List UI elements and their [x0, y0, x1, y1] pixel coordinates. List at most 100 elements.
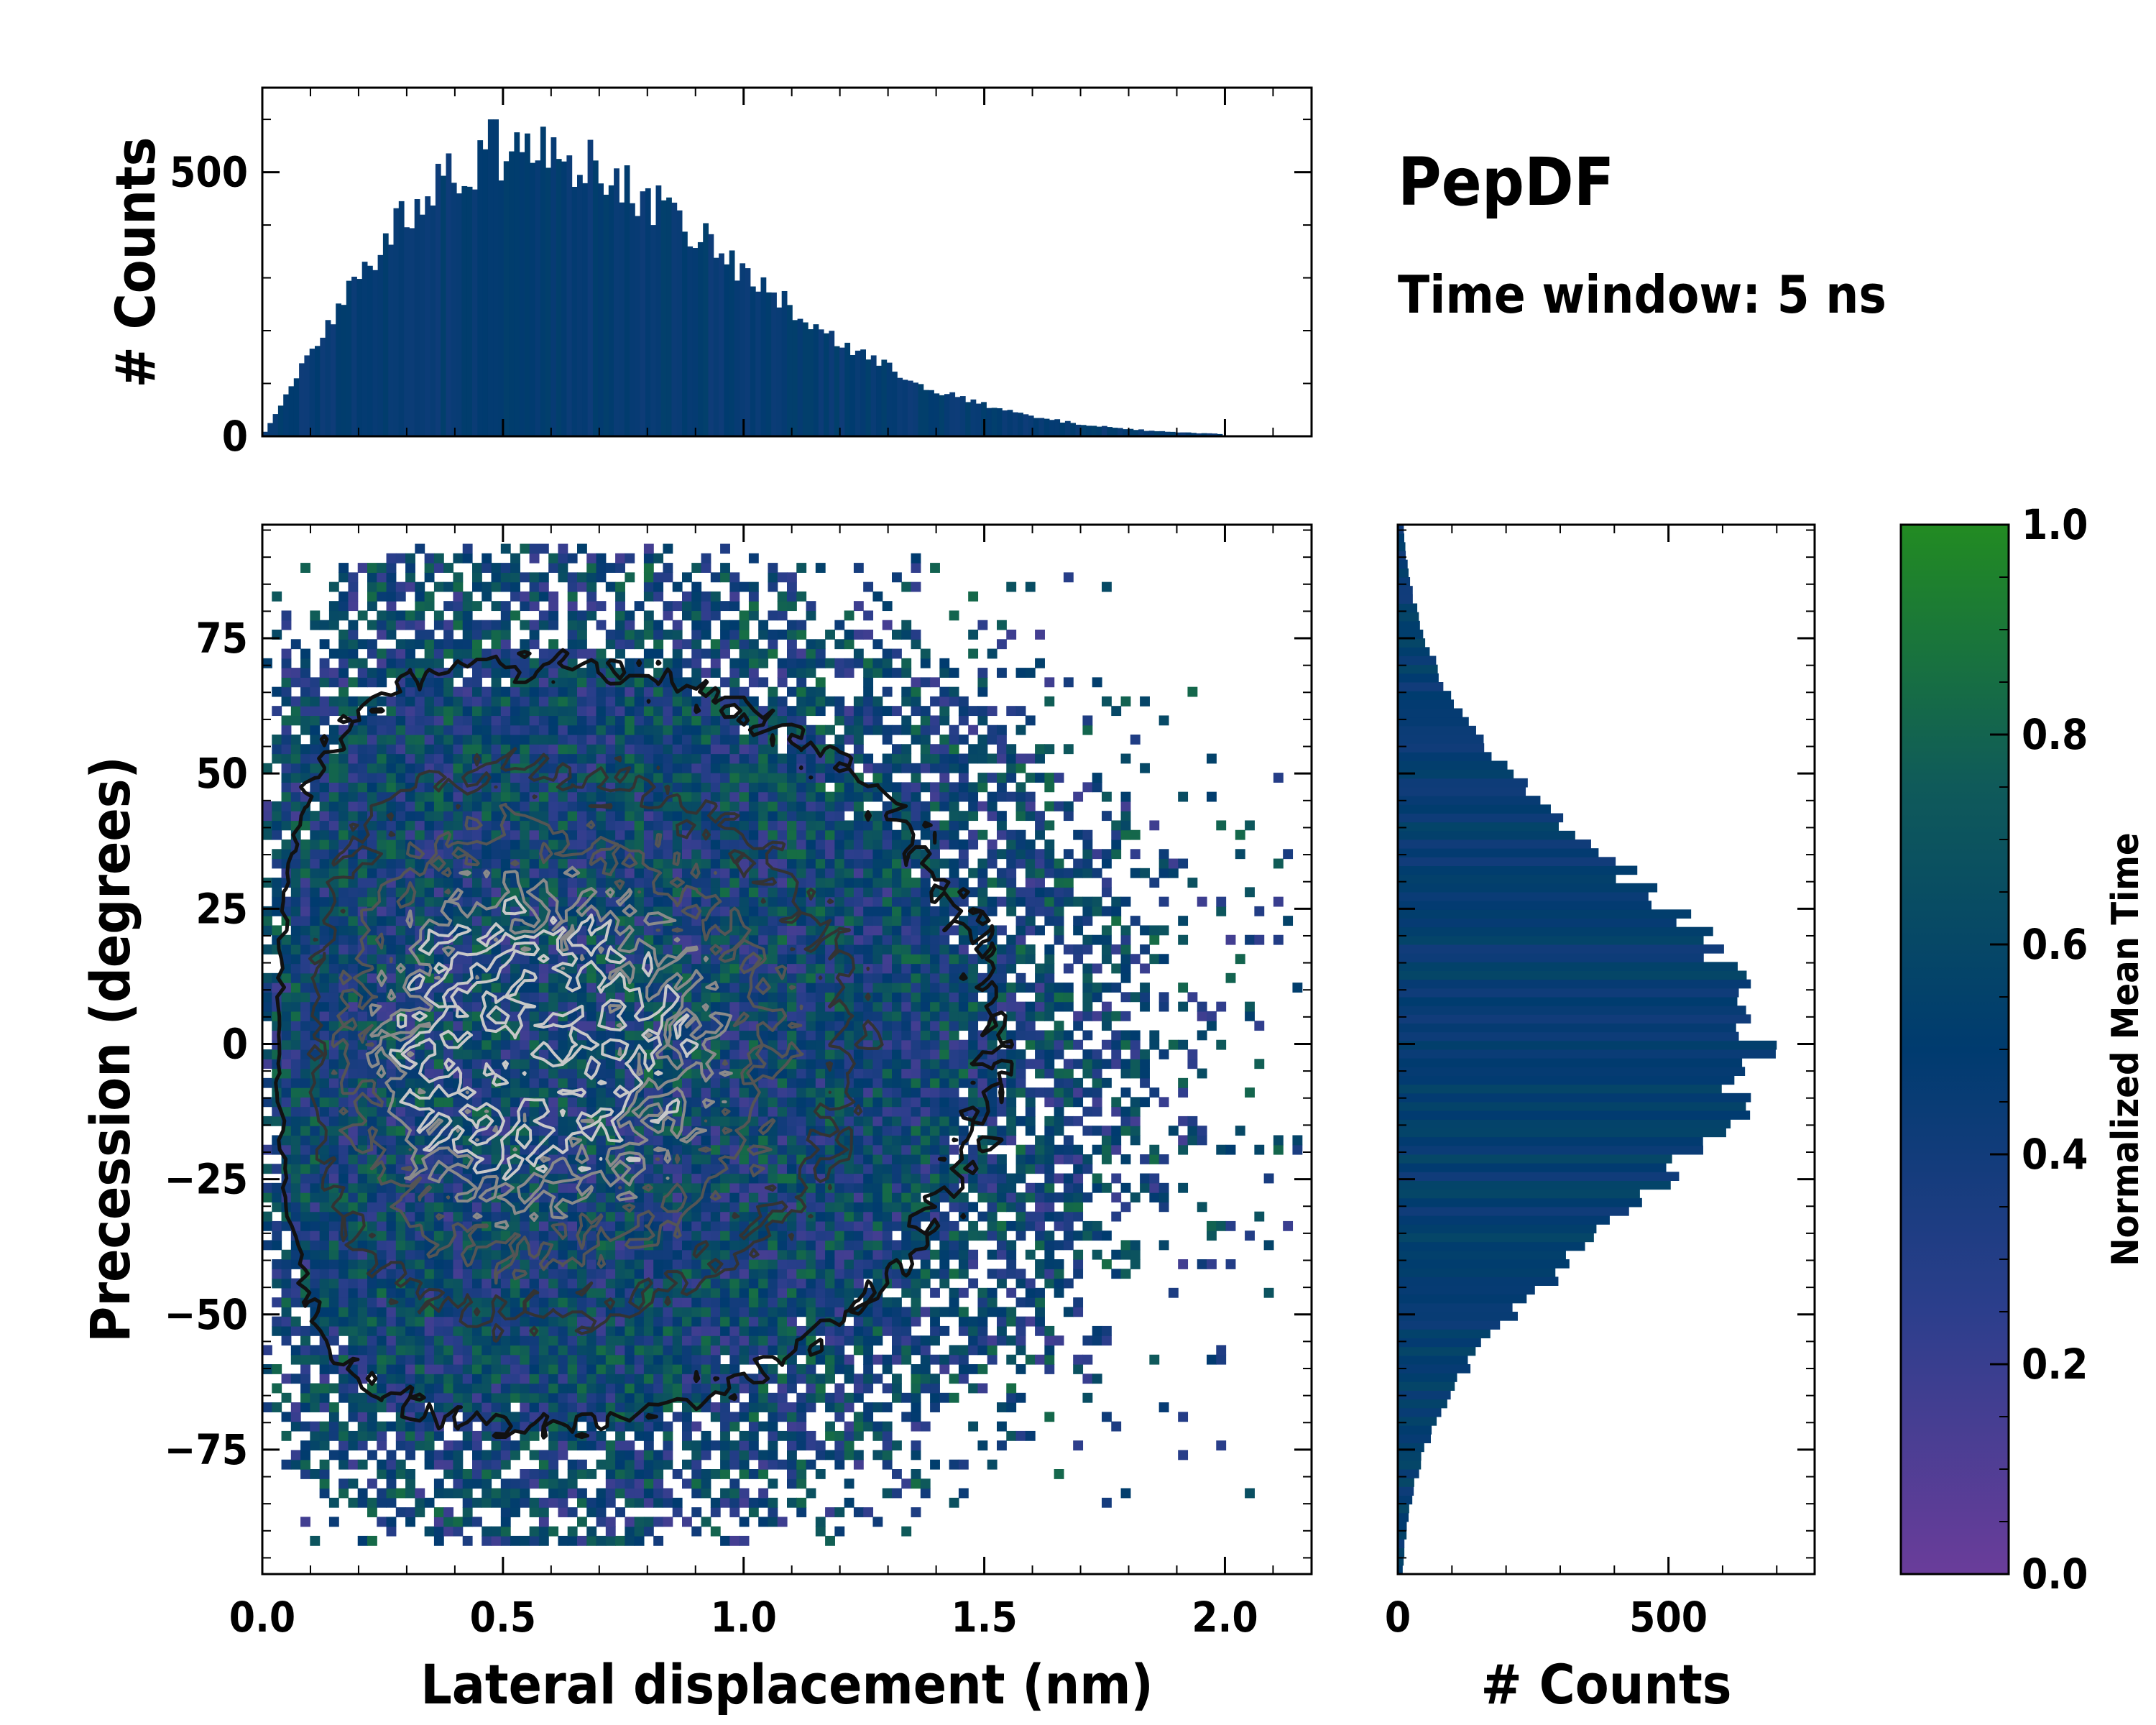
- top-histogram-bar: [530, 162, 536, 437]
- heatmap-cell: [787, 1469, 797, 1479]
- heatmap-cell: [739, 1307, 750, 1317]
- heatmap-cell: [328, 1211, 339, 1222]
- heatmap-cell: [1044, 1325, 1055, 1336]
- heatmap-cell: [911, 1469, 921, 1479]
- heatmap-cell: [625, 1325, 635, 1336]
- heatmap-cell: [1082, 1335, 1093, 1346]
- heatmap-cell: [367, 1325, 377, 1336]
- heatmap-cell: [615, 1097, 625, 1108]
- heatmap-cell: [338, 1269, 349, 1279]
- heatmap-cell: [367, 972, 377, 983]
- heatmap-cell: [538, 1325, 549, 1336]
- heatmap-cell: [691, 1182, 702, 1193]
- heatmap-cell: [1158, 1202, 1169, 1213]
- heatmap-cell: [357, 1335, 368, 1346]
- heatmap-cell: [863, 1230, 874, 1241]
- heatmap-cell: [281, 1021, 292, 1031]
- heatmap-cell: [787, 1087, 797, 1098]
- heatmap-cell: [1015, 1278, 1026, 1289]
- heatmap-cell: [538, 1345, 549, 1356]
- heatmap-cell: [357, 1249, 368, 1260]
- heatmap-cell: [510, 1497, 520, 1508]
- heatmap-cell: [310, 1345, 321, 1356]
- heatmap-cell: [748, 1335, 759, 1346]
- heatmap-cell: [1102, 1039, 1112, 1050]
- heatmap-cell: [567, 1469, 578, 1479]
- heatmap-cell: [300, 1192, 310, 1202]
- heatmap-cell: [863, 1164, 874, 1174]
- heatmap-cell: [634, 1383, 645, 1394]
- heatmap-cell: [1235, 954, 1245, 965]
- heatmap-cell: [548, 1440, 559, 1451]
- heatmap-cell: [739, 1154, 750, 1164]
- heatmap-cell: [634, 1259, 645, 1269]
- heatmap-cell: [844, 1440, 854, 1451]
- heatmap-cell: [453, 1049, 464, 1059]
- heatmap-cell: [1015, 1001, 1026, 1012]
- heatmap-cell: [1054, 1106, 1064, 1117]
- heatmap-cell: [825, 1135, 835, 1146]
- heatmap-cell: [806, 1459, 816, 1470]
- heatmap-cell: [567, 1230, 578, 1241]
- heatmap-cell: [558, 1478, 568, 1489]
- heatmap-cell: [272, 1192, 282, 1202]
- heatmap-cell: [386, 1144, 397, 1155]
- heatmap-cell: [901, 1173, 912, 1184]
- heatmap-cell: [710, 1126, 721, 1136]
- heatmap-cell: [806, 1106, 816, 1117]
- heatmap-cell: [482, 1278, 492, 1289]
- heatmap-cell: [300, 1154, 310, 1164]
- heatmap-cell: [853, 1249, 864, 1260]
- heatmap-cell: [319, 1211, 330, 1222]
- heatmap-cell: [491, 1469, 502, 1479]
- heatmap-cell: [272, 1220, 282, 1231]
- heatmap-cell: [748, 1392, 759, 1403]
- heatmap-cell: [634, 1202, 645, 1213]
- heatmap-cell: [682, 1374, 692, 1384]
- top-histogram-bar: [975, 403, 982, 436]
- heatmap-cell: [634, 1325, 645, 1336]
- heatmap-cell: [796, 972, 807, 983]
- heatmap-cell: [1178, 1259, 1189, 1269]
- heatmap-cell: [796, 1412, 807, 1422]
- heatmap-cell: [433, 1364, 444, 1374]
- heatmap-cell: [482, 1077, 492, 1088]
- top-histogram-bar: [1091, 426, 1097, 436]
- heatmap-cell: [500, 1230, 511, 1241]
- heatmap-cell: [815, 1077, 826, 1088]
- top-histogram-bar: [304, 355, 310, 436]
- heatmap-cell: [1111, 1211, 1122, 1222]
- heatmap-cell: [892, 934, 902, 945]
- heatmap-cell: [958, 1325, 969, 1336]
- heatmap-cell: [643, 1392, 654, 1403]
- heatmap-cell: [634, 1497, 645, 1508]
- heatmap-cell: [653, 1126, 664, 1136]
- heatmap-cell: [758, 1077, 769, 1088]
- heatmap-cell: [958, 1230, 969, 1241]
- heatmap-cell: [520, 1287, 530, 1298]
- heatmap-cell: [710, 1001, 721, 1012]
- heatmap-cell: [997, 944, 1007, 954]
- heatmap-cell: [1102, 944, 1112, 954]
- heatmap-cell: [1092, 1106, 1102, 1117]
- heatmap-cell: [920, 1164, 931, 1174]
- heatmap-cell: [710, 1182, 721, 1193]
- heatmap-cell: [720, 1077, 730, 1088]
- heatmap-cell: [625, 1526, 635, 1537]
- heatmap-cell: [892, 1135, 902, 1146]
- heatmap-cell: [1054, 992, 1064, 1003]
- heatmap-cell: [758, 1517, 769, 1527]
- heatmap-cell: [357, 1202, 368, 1213]
- heatmap-cell: [825, 1307, 835, 1317]
- heatmap-cell: [520, 1249, 530, 1260]
- heatmap-cell: [548, 1287, 559, 1298]
- heatmap-cell: [901, 954, 912, 965]
- heatmap-cell: [625, 1316, 635, 1327]
- heatmap-cell: [853, 1325, 864, 1336]
- heatmap-cell: [548, 1106, 559, 1117]
- heatmap-cell: [1006, 1106, 1017, 1117]
- heatmap-cell: [815, 1249, 826, 1260]
- heatmap-cell: [529, 1392, 540, 1403]
- heatmap-cell: [920, 1049, 931, 1059]
- heatmap-cell: [691, 1507, 702, 1517]
